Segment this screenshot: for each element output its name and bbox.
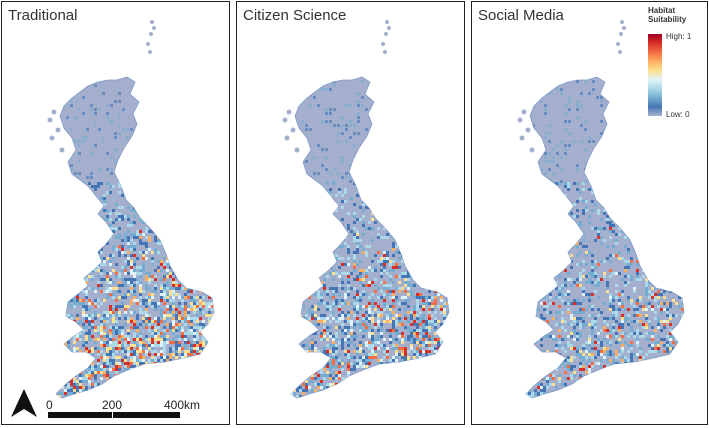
legend-high-label: High: 1 (666, 32, 692, 41)
scale-label-0: 0 (46, 398, 53, 412)
map-panel-citizen-science: Citizen Science (236, 1, 465, 425)
island (622, 26, 626, 30)
island (620, 20, 624, 24)
island (619, 32, 623, 36)
island (284, 135, 290, 141)
legend-title-line1: Habitat (648, 6, 676, 15)
island (149, 32, 153, 36)
scale-bar-line (48, 412, 180, 418)
island (387, 26, 391, 30)
panel-title: Citizen Science (243, 7, 347, 24)
panel-title: Social Media (478, 7, 564, 24)
island (282, 117, 288, 123)
north-arrow-icon (11, 389, 37, 417)
island (294, 147, 300, 153)
island (384, 32, 388, 36)
map-citizen-science (282, 20, 450, 399)
great-britain-landmass (525, 76, 685, 399)
scale-label-200: 200 (102, 398, 123, 412)
legend-title-line2: Suitability (648, 15, 687, 24)
legend-low-label: Low: 0 (666, 110, 690, 119)
island (381, 42, 385, 46)
island (152, 26, 156, 30)
map-traditional (47, 20, 215, 399)
island (51, 109, 57, 115)
island (49, 135, 55, 141)
habitat-suitability-legend: Habitat Suitability High: 1 Low: 0 (648, 6, 706, 122)
island (517, 117, 523, 123)
island (148, 50, 152, 54)
legend-title: Habitat Suitability (648, 6, 686, 24)
island (525, 127, 531, 133)
scale-bar: 0 200 400km (46, 398, 206, 422)
map-social-media (517, 20, 685, 399)
scale-label-400km: 400km (164, 398, 201, 412)
island (290, 127, 296, 133)
legend-color-ramp (648, 34, 662, 116)
map-panel-traditional: Traditional (1, 1, 230, 425)
island (616, 42, 620, 46)
island (146, 42, 150, 46)
island (47, 117, 53, 123)
scale-bar-divider (112, 412, 113, 418)
island (618, 50, 622, 54)
island (55, 127, 61, 133)
island (519, 135, 525, 141)
island (286, 109, 292, 115)
panel-title: Traditional (8, 7, 78, 24)
map-panel-social-media: Social Media (471, 1, 708, 425)
island (150, 20, 154, 24)
island (385, 20, 389, 24)
island (59, 147, 65, 153)
island (529, 147, 535, 153)
island (383, 50, 387, 54)
island (521, 109, 527, 115)
